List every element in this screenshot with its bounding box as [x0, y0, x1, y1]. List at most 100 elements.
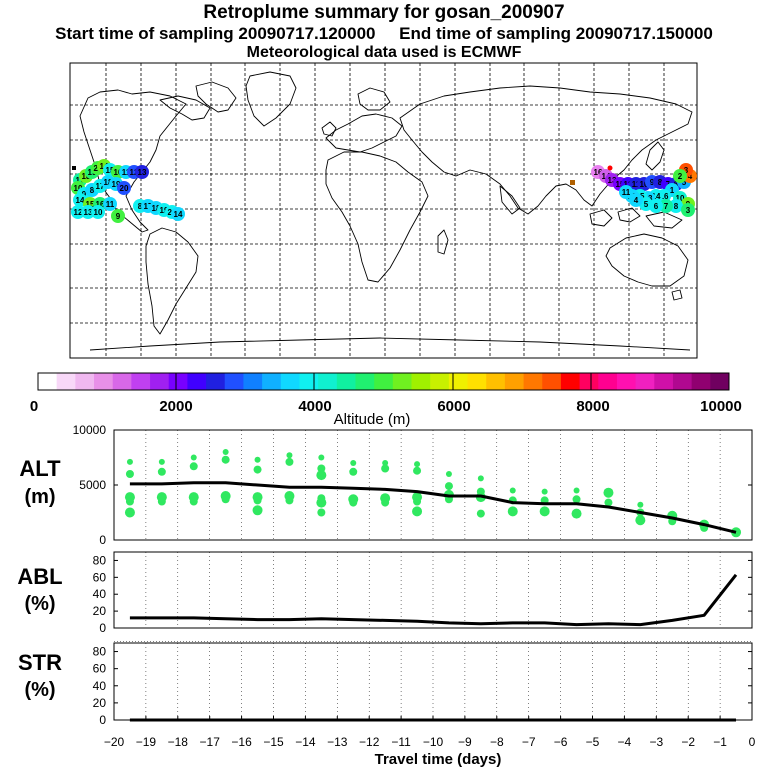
- colorbar-swatch: [392, 373, 412, 390]
- x-tick-label: −20: [104, 735, 125, 749]
- plume-blob: [91, 205, 105, 219]
- x-tick-label: −4: [618, 735, 632, 749]
- met-data-line: Meteorological data used is ECMWF: [246, 44, 522, 61]
- scatter-point: [286, 452, 293, 459]
- y-tick-label: 40: [93, 587, 107, 601]
- colorbar-swatch: [598, 373, 618, 390]
- plume-label: 12: [624, 180, 633, 189]
- colorbar-swatch: [262, 373, 282, 390]
- scatter-point: [253, 465, 262, 474]
- x-tick-label: −1: [713, 735, 727, 749]
- page-title: Retroplume summary for gosan_200907: [203, 2, 565, 23]
- plume-label: 3: [686, 206, 691, 215]
- colorbar-swatch: [579, 373, 599, 390]
- coastlines: [79, 71, 693, 351]
- scatter-point: [253, 496, 262, 505]
- plume-label: 19: [160, 206, 169, 215]
- colorbar-swatch: [654, 373, 674, 390]
- scatter-point: [604, 498, 613, 507]
- series-line: [129, 573, 738, 627]
- scatter-point: [572, 495, 581, 504]
- x-tick-label: −16: [231, 735, 252, 749]
- plume-label: 8: [674, 202, 679, 211]
- plume-label: 20: [120, 184, 129, 193]
- colorbar-swatch: [504, 373, 524, 390]
- colorbar-swatch: [542, 373, 562, 390]
- colorbar-tick-label: 6000: [437, 398, 470, 415]
- colorbar-swatch: [75, 373, 95, 390]
- scatter-point: [635, 515, 646, 526]
- plume-label: 10: [640, 180, 649, 189]
- scatter-point: [382, 460, 389, 466]
- plume-blob: [681, 203, 695, 217]
- colorbar-swatch: [616, 373, 637, 390]
- y-tick-label: 0: [99, 621, 106, 635]
- scatter-point: [189, 462, 198, 471]
- scatter-point: [349, 498, 358, 507]
- scatter-point: [350, 460, 357, 466]
- colorbar-swatch: [691, 373, 711, 390]
- scatter-point: [541, 488, 548, 495]
- plume-label: 18: [82, 172, 91, 181]
- scatter-point: [285, 457, 294, 466]
- colorbar-swatch: [206, 373, 226, 390]
- plume-label: 17: [76, 176, 85, 185]
- scatter-point: [254, 456, 261, 463]
- y-tick-label: 10000: [73, 423, 107, 437]
- colorbar-swatch: [38, 373, 58, 390]
- scatter-point: [125, 497, 134, 506]
- plume-blob: [629, 193, 643, 207]
- x-tick-label: −6: [554, 735, 568, 749]
- scatter-point: [317, 508, 326, 517]
- plume-blob: [103, 197, 117, 211]
- scatter-point: [316, 470, 327, 481]
- y-tick-label: 80: [93, 553, 107, 567]
- scatter-point: [603, 487, 614, 498]
- colorbar-swatch: [56, 373, 76, 390]
- y-tick-label: 0: [99, 713, 106, 727]
- colorbar-swatch: [112, 373, 132, 390]
- colorbar-swatch: [131, 373, 151, 390]
- scatter-point: [381, 464, 390, 473]
- scatter-point: [509, 487, 516, 494]
- panel-unit-label: (%): [24, 593, 55, 615]
- plume-label: 11: [106, 200, 115, 209]
- plume-label: 4: [634, 196, 639, 205]
- plume-label: 9: [650, 178, 655, 187]
- panel-frame: [113, 642, 753, 721]
- colorbar-swatch: [168, 373, 188, 390]
- plume-label: 3: [684, 166, 689, 175]
- plume-label: 12: [130, 168, 139, 177]
- series-line: [129, 481, 737, 534]
- colorbar-swatch: [448, 373, 468, 390]
- plume-label: 5: [682, 178, 687, 187]
- scatter-point: [477, 475, 484, 482]
- colorbar-swatch: [486, 373, 506, 390]
- plume-label: 5: [644, 200, 649, 209]
- plume-label: 10: [94, 208, 103, 217]
- colorbar-swatch: [672, 373, 693, 390]
- scatter-point: [190, 454, 197, 461]
- colorbar-swatch: [299, 373, 319, 390]
- x-tick-label: −3: [649, 735, 663, 749]
- plume-label: 14: [174, 210, 183, 219]
- scatter-point: [318, 454, 325, 461]
- plume-label: 11: [632, 180, 641, 189]
- panel-abl: 80 60 40 20 0 ABL (%): [17, 551, 753, 635]
- scatter-point: [476, 509, 485, 518]
- x-tick-label: −12: [359, 735, 380, 749]
- plume-label: 16: [594, 168, 603, 177]
- y-tick-label: 20: [93, 604, 107, 618]
- plume-label: 19: [112, 180, 121, 189]
- colorbar-tick-label: 2000: [159, 398, 192, 415]
- colorbar-swatch: [94, 373, 114, 390]
- plume-label: 18: [152, 204, 161, 213]
- plume-label: 17: [144, 202, 153, 211]
- colorbar-tick-label: 4000: [298, 398, 331, 415]
- panel-alt: 10000 5000 0 ALT (m): [19, 423, 753, 547]
- plume-label: 17: [96, 182, 105, 191]
- scatter-point: [124, 507, 135, 518]
- plume-label: 12: [74, 208, 83, 217]
- plume-label: 18: [104, 178, 113, 187]
